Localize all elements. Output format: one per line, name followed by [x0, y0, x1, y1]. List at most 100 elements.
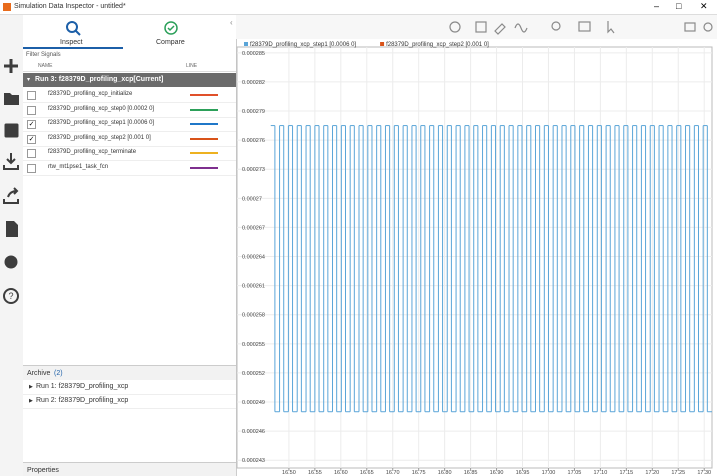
- signal-checkbox[interactable]: [27, 149, 36, 158]
- plot: 0.000285 0.000282 0.000279 0.000276 0.000273…: [236, 42, 713, 476]
- signal-line-swatch: [190, 137, 218, 140]
- signal-name: f28379D_profiling_xcp_step1 [0.0006 0]: [48, 120, 155, 126]
- column-name: NAME: [38, 63, 53, 69]
- y-tick-label: 0.000276: [242, 138, 265, 144]
- signal-checkbox[interactable]: [27, 105, 36, 115]
- signal-checkbox[interactable]: ✓: [27, 120, 36, 129]
- x-tick-label: 17.00: [542, 470, 556, 476]
- archive-label: Archive: [27, 370, 51, 377]
- archive-run-label: Run 1: f28379D_profiling_xcp: [36, 383, 129, 390]
- signal-name: f28379D_profiling_xcp_step2 [0.001 0]: [48, 134, 151, 141]
- signal-checkbox[interactable]: ✓: [27, 134, 36, 144]
- clear-button[interactable]: [494, 23, 506, 35]
- tab-compare[interactable]: Compare: [156, 39, 185, 46]
- x-tick-label: 16.90: [490, 470, 504, 476]
- tab-icons: ‹: [23, 18, 233, 49]
- x-tick-label: 17.05: [568, 470, 582, 476]
- x-tick-label: 17.15: [619, 470, 633, 476]
- x-tick-label: 16.50: [282, 470, 296, 476]
- signal-line-swatch: [190, 123, 218, 125]
- signal-row[interactable]: rtw_mt1pse1_task_fcn: [23, 161, 236, 176]
- x-tick-label: 16.55: [308, 470, 322, 476]
- signal-checkbox[interactable]: [27, 91, 36, 100]
- x-tick-label: 17.25: [671, 470, 685, 476]
- report-icon[interactable]: [6, 221, 18, 237]
- new-icon[interactable]: [4, 59, 18, 73]
- close-button[interactable]: ✕: [700, 1, 708, 11]
- play-button[interactable]: [449, 21, 461, 33]
- legend-swatch: [380, 42, 385, 46]
- side-panel: ‹ Inspect Compare Filter Signals NAME LI…: [23, 15, 237, 476]
- y-tick-label: 0.000282: [242, 80, 265, 86]
- expand-arrow: ▶: [29, 398, 33, 404]
- y-tick-label: 0.000279: [242, 109, 265, 115]
- y-tick-label: 0.000252: [242, 371, 265, 377]
- filter-signals[interactable]: Filter Signals: [26, 52, 61, 58]
- y-tick-label: 0.000246: [242, 429, 265, 435]
- snapshot-button[interactable]: [684, 22, 696, 32]
- y-tick-label: 0.000258: [242, 313, 265, 319]
- x-tick-label: 16.85: [464, 470, 478, 476]
- toolbar: [449, 21, 713, 35]
- archive-run-label: Run 2: f28379D_profiling_xcp: [36, 397, 129, 404]
- signal-line-swatch: [190, 94, 218, 96]
- title-bar: Simulation Data Inspector - untitled* – …: [0, 0, 717, 15]
- export-icon[interactable]: [3, 187, 19, 204]
- select-button[interactable]: [607, 21, 615, 34]
- expand-arrow: ▶: [29, 384, 33, 390]
- app-icon: [3, 3, 11, 11]
- zoom-button[interactable]: [551, 21, 561, 31]
- y-tick-label: 0.000285: [242, 51, 265, 57]
- y-tick-label: 0.000255: [242, 342, 265, 348]
- y-tick-label: 0.000243: [242, 458, 265, 464]
- tab-inspect[interactable]: Inspect: [60, 39, 83, 46]
- visual-settings[interactable]: [703, 22, 713, 32]
- help-icon[interactable]: [3, 288, 19, 304]
- chart: 0.000285 0.000282 0.000279 0.000276 0.000273…: [236, 15, 717, 476]
- svg-text:‹: ‹: [230, 18, 233, 27]
- save-icon[interactable]: [4, 123, 19, 138]
- plot-area: [236, 46, 713, 469]
- layout-button[interactable]: [475, 21, 487, 33]
- import-icon[interactable]: [3, 153, 19, 170]
- x-tick-label: 16.65: [360, 470, 374, 476]
- x-tick-label: 16.70: [386, 470, 400, 476]
- archive-run-row[interactable]: ▶ Run 2: f28379D_profiling_xcp: [23, 394, 236, 409]
- x-tick-label: 17.10: [594, 470, 608, 476]
- signal-line-swatch: [190, 166, 218, 169]
- properties-header: Properties: [23, 462, 236, 476]
- archive-run-row[interactable]: ▶ Run 1: f28379D_profiling_xcp: [23, 380, 236, 395]
- signal-name: f28379D_profiling_xcp_terminate: [48, 149, 137, 155]
- maximize-button[interactable]: □: [676, 1, 682, 11]
- window-title: Simulation Data Inspector - untitled*: [14, 3, 126, 10]
- x-tick-label: 16.80: [438, 470, 452, 476]
- signal-row[interactable]: f28379D_profiling_xcp_terminate: [23, 146, 236, 161]
- archive-header: Archive (2): [23, 365, 236, 380]
- x-tick-label: 17.30: [697, 470, 711, 476]
- current-run-row[interactable]: ▾ Run 3: f28379D_profiling_xcp[Current]: [23, 73, 236, 87]
- column-header: NAME LINE: [23, 61, 236, 72]
- legend-label: f28379D_profiling_xcp_step2 [0.001 0]: [386, 42, 489, 48]
- signal-name: rtw_mt1pse1_task_fcn: [48, 163, 109, 170]
- y-tick-label: 0.000264: [242, 255, 265, 261]
- y-tick-label: 0.000273: [242, 167, 265, 173]
- minimize-button[interactable]: –: [654, 1, 660, 11]
- signal-checkbox[interactable]: [27, 163, 36, 173]
- signal-line-swatch: [190, 152, 218, 154]
- signal-row[interactable]: ✓ f28379D_profiling_xcp_step2 [0.001 0]: [23, 132, 236, 147]
- signal-row[interactable]: f28379D_profiling_xcp_step0 [0.0002 0]: [23, 103, 236, 118]
- properties-label[interactable]: Properties: [27, 467, 59, 474]
- x-tick-label: 16.95: [516, 470, 530, 476]
- archive-count: (2): [54, 370, 63, 377]
- signal-row[interactable]: ✓ f28379D_profiling_xcp_step1 [0.0006 0]: [23, 117, 236, 132]
- legend-swatch: [244, 42, 248, 46]
- y-tick-label: 0.000249: [242, 400, 265, 406]
- open-icon[interactable]: [4, 93, 19, 105]
- legend-label: f28379D_profiling_xcp_step1 [0.0006 0]: [250, 42, 356, 48]
- svg-text:?: ?: [8, 291, 13, 301]
- fit-button[interactable]: [578, 21, 591, 32]
- cursor-button[interactable]: [514, 23, 528, 33]
- signal-row[interactable]: f28379D_profiling_xcp_initialize: [23, 88, 236, 103]
- settings-icon[interactable]: [4, 255, 18, 269]
